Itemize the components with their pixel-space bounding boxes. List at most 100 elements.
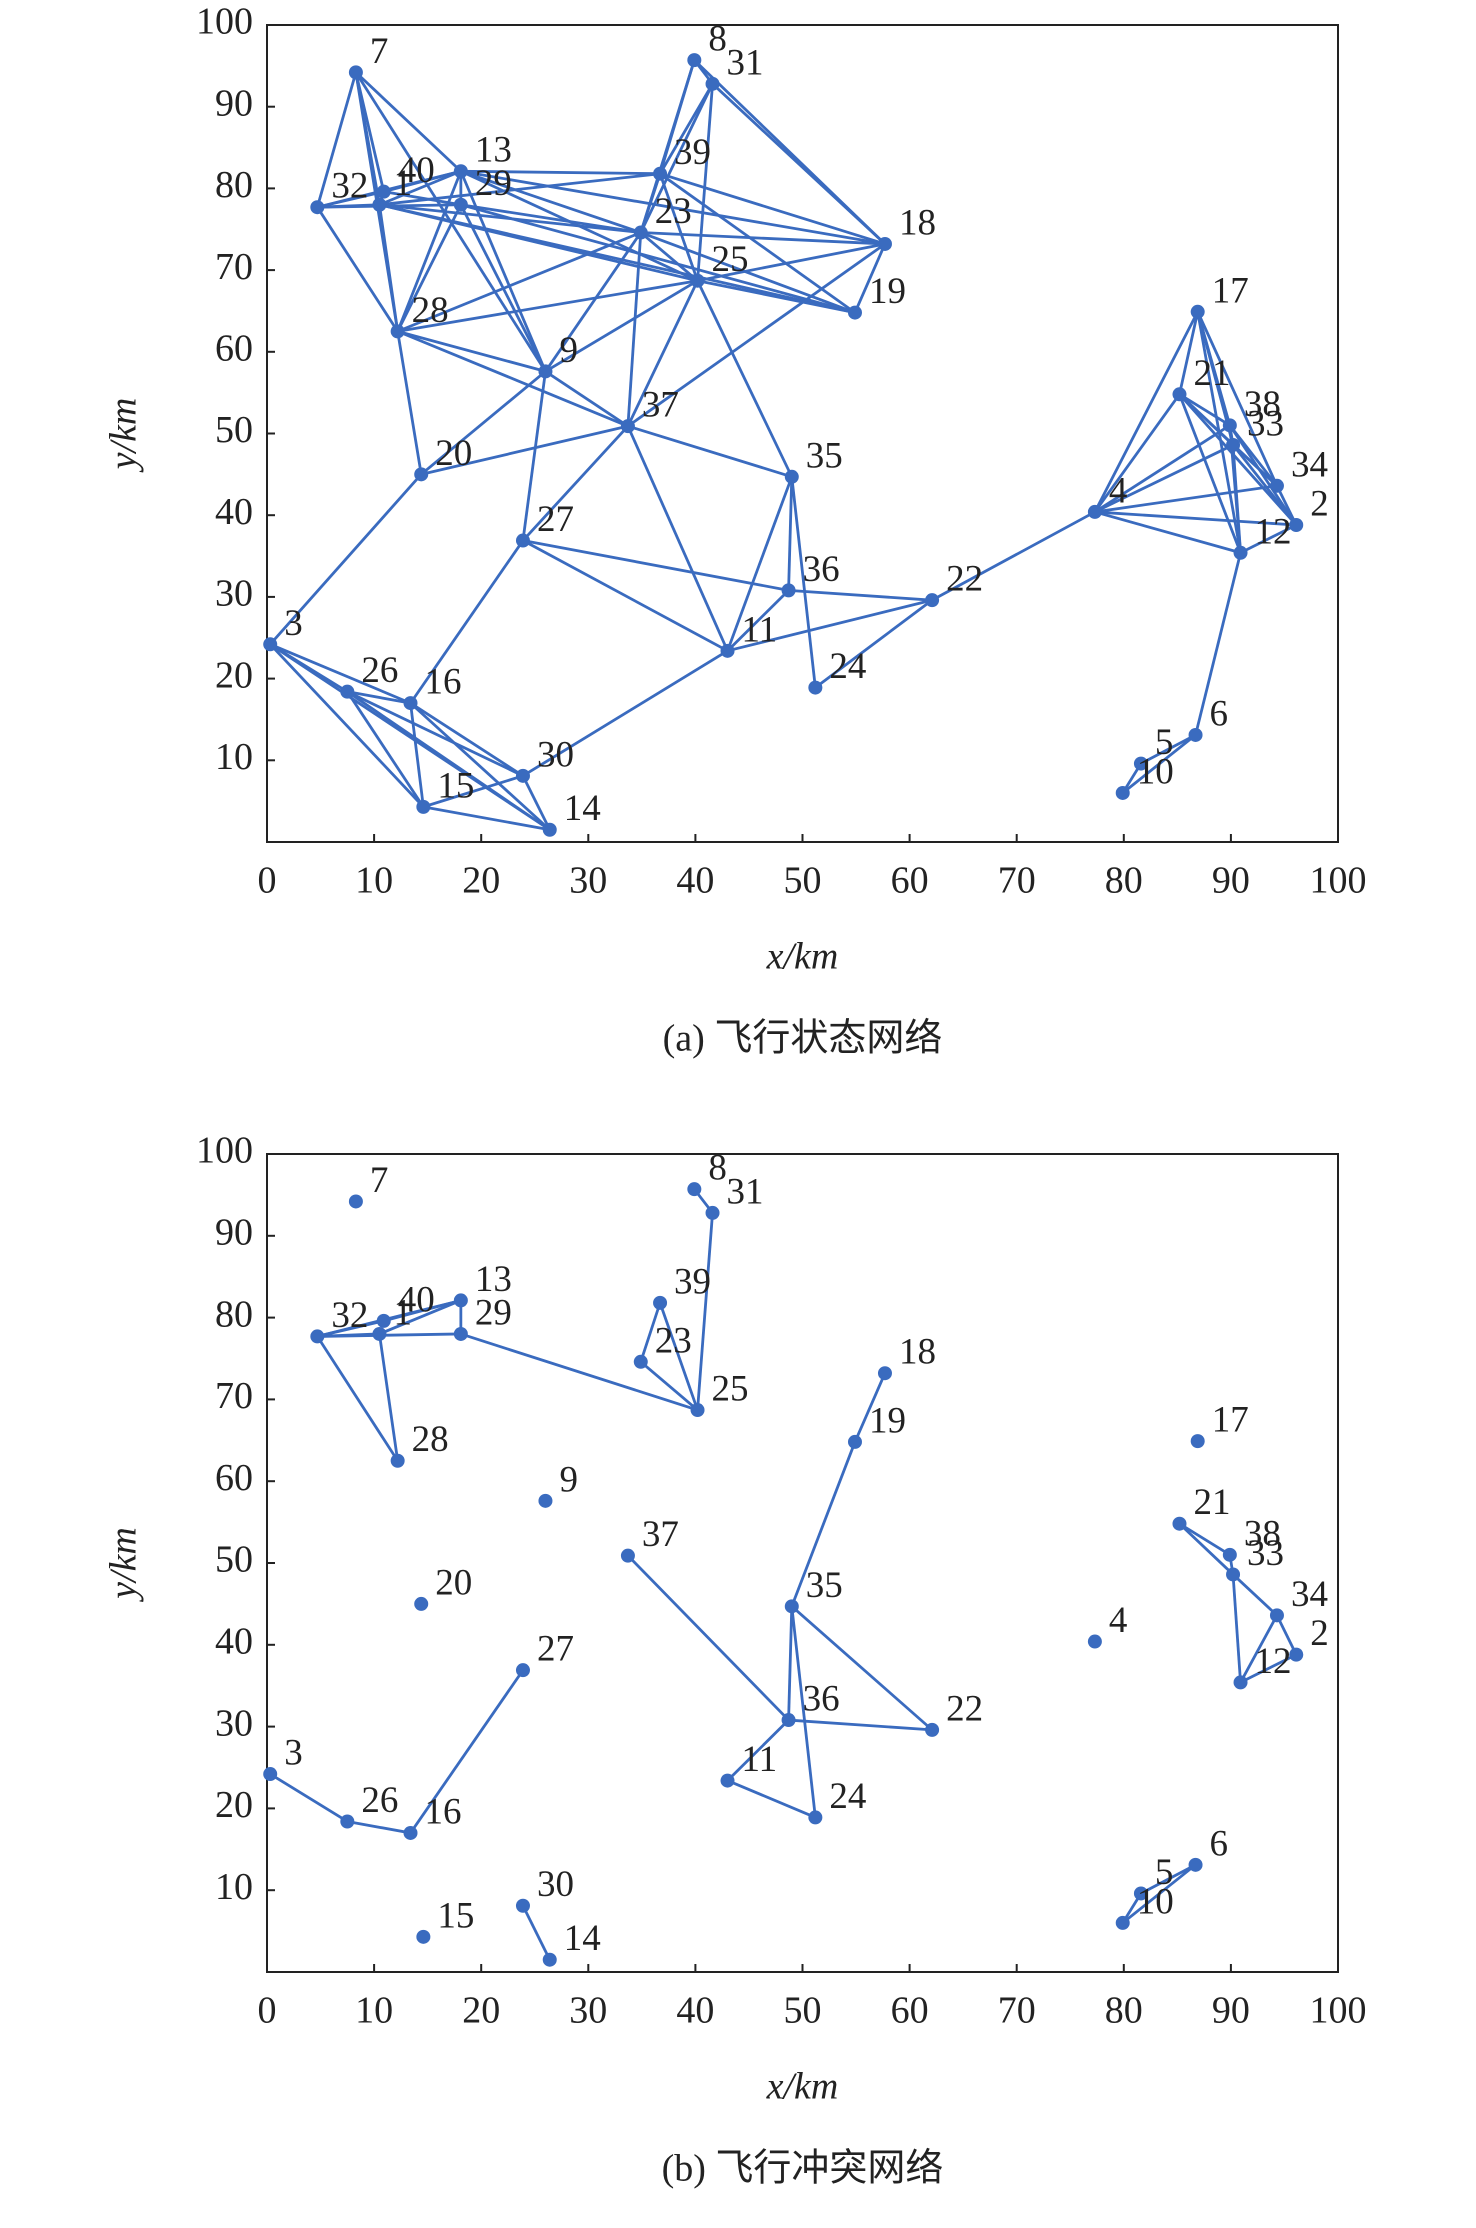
edge [790,476,817,688]
node-label: 17 [1212,1400,1249,1441]
edge [1239,1653,1297,1684]
edge [422,774,524,809]
node [1172,387,1187,402]
node-label: 14 [564,788,601,829]
edge [346,690,524,778]
x-axis-label: x/km [766,936,839,978]
node [538,364,553,379]
edge [626,1554,790,1722]
edge [639,83,714,234]
node [690,1403,705,1418]
node [1289,518,1304,533]
edge [1231,444,1298,526]
node-label: 37 [642,1514,679,1555]
node-label: 36 [803,1679,840,1720]
node-label: 1 [393,163,412,204]
node-label: 12 [1255,1641,1292,1682]
node [808,680,823,695]
node [653,1295,668,1310]
edge [626,232,643,427]
node [515,533,530,548]
edge [1196,311,1279,487]
node [390,1453,405,1468]
node [784,1599,799,1614]
plot-frame [266,1153,1339,1973]
edge [1232,1573,1278,1617]
edge [1275,485,1298,526]
edge [379,172,661,207]
edge [711,82,886,245]
node-label: 9 [559,330,578,371]
edge [1239,1614,1279,1684]
node [1226,437,1241,452]
y-tick-label: 100 [196,1,253,43]
y-axis-label: y/km [103,1527,145,1603]
edge [316,1335,399,1462]
node-label: 15 [437,1895,474,1936]
node-label: 13 [475,1259,512,1300]
node-label: 11 [742,609,778,650]
node-label: 20 [435,1562,472,1603]
edge [1140,733,1197,765]
edge [459,170,547,372]
node-label: 10 [1137,1881,1174,1922]
node-label: 26 [361,650,398,691]
edge [787,476,794,591]
node-label: 30 [537,734,574,775]
x-tick-label: 80 [1105,860,1143,902]
edge [317,1332,461,1338]
node [453,197,468,212]
edge [931,510,1096,602]
node [808,1810,823,1825]
edge [787,1606,794,1721]
node-label: 5 [1155,722,1174,763]
edge [379,203,856,314]
edge [1178,393,1298,526]
edge [1093,393,1181,513]
x-tick-label: 90 [1212,1990,1250,2032]
node-label: 23 [655,1320,692,1361]
node-label: 40 [398,150,435,191]
node-label: 33 [1247,403,1284,444]
y-tick-label: 60 [215,328,253,370]
node [720,1773,735,1788]
edge [378,1333,400,1461]
node [925,593,940,608]
node-label: 38 [1244,1513,1281,1554]
node [310,1329,325,1344]
edge [409,702,425,808]
edge [788,588,933,602]
node-label: 8 [708,1148,727,1189]
edge [639,1302,662,1363]
edge [1231,444,1242,553]
edge [726,476,794,652]
edge [521,1905,551,1961]
node [542,822,557,837]
edge [409,1669,525,1834]
edge [788,1718,933,1732]
y-tick-label: 40 [215,1621,253,1663]
edge [378,1299,462,1336]
node [390,324,405,339]
node-label: 2 [1310,1613,1329,1654]
node-label: 4 [1109,470,1128,511]
node-label: 7 [370,31,389,72]
node [376,1313,391,1328]
edge [790,1606,817,1818]
edge [420,370,547,476]
node [1190,304,1205,319]
node-label: 16 [425,662,462,703]
caption: (a) 飞行状态网络 [663,1018,943,1060]
x-tick-label: 10 [355,1990,393,2032]
node-label: 9 [559,1459,578,1500]
edge [1239,523,1297,555]
x-tick-label: 10 [355,860,393,902]
node [925,1722,940,1737]
x-tick-label: 50 [784,860,822,902]
node [705,1205,720,1220]
node-label: 38 [1244,384,1281,425]
node [633,1354,648,1369]
node-label: 25 [712,239,749,280]
y-tick-label: 70 [215,246,253,288]
node-label: 21 [1193,1482,1230,1523]
